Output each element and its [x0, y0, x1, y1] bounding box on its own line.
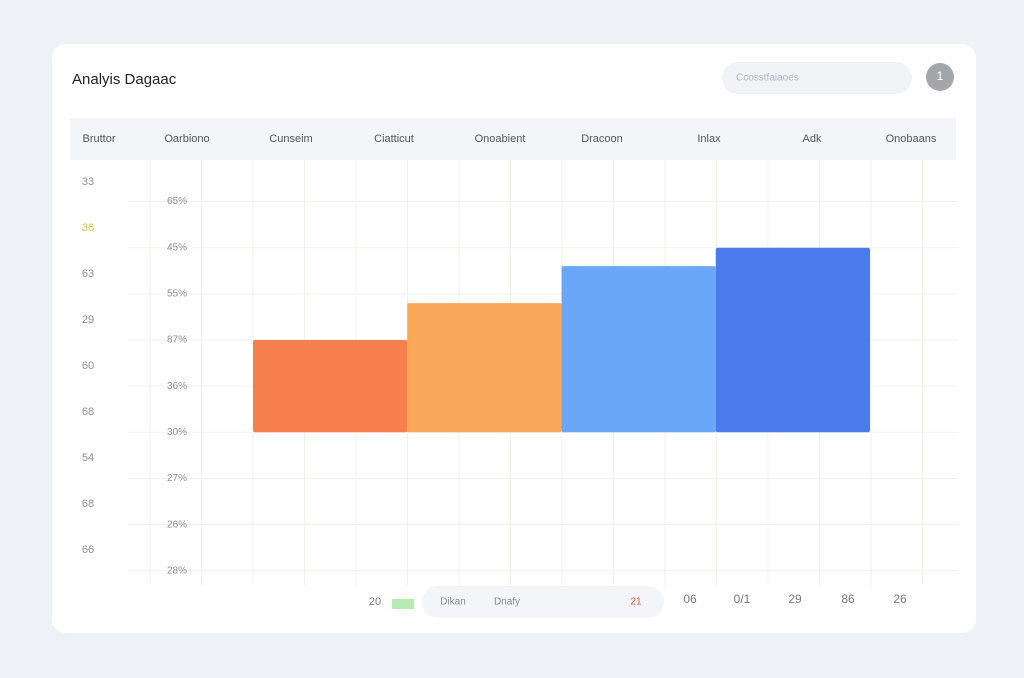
column-header: Adk: [803, 133, 822, 145]
column-header: Ciatticut: [374, 133, 414, 145]
footer-pill: [422, 586, 664, 618]
column-header: Cunseim: [269, 133, 312, 145]
y-tick-label: 27%: [167, 473, 187, 484]
bar: [253, 340, 408, 433]
column-header: Inlax: [697, 133, 721, 145]
row-label: 54: [82, 452, 94, 464]
avatar[interactable]: [926, 63, 954, 91]
search-box[interactable]: [722, 62, 912, 94]
column-header: Dracoon: [581, 133, 623, 145]
y-tick-label: 30%: [167, 427, 187, 438]
page-title: Analyis Dagaac: [72, 71, 177, 88]
pill-label: 21: [630, 597, 642, 608]
row-label: 29: [82, 314, 94, 326]
row-label: 63: [82, 268, 94, 280]
row-label: 68: [82, 498, 94, 510]
y-tick-label: 65%: [167, 196, 187, 207]
y-tick-label: 45%: [167, 242, 187, 253]
pill-label: Dnafy: [494, 597, 520, 608]
y-tick-label: 55%: [167, 288, 187, 299]
footer-value: 0/1: [734, 592, 751, 606]
avatar-label: 1: [937, 69, 944, 83]
row-label: 60: [82, 360, 94, 372]
footer-value: 29: [788, 592, 802, 606]
pill-label: Dikan: [440, 597, 466, 608]
y-tick-label: 36%: [167, 381, 187, 392]
search-placeholder: Ccosstfaiaoes: [736, 73, 799, 84]
y-tick-label: 28%: [167, 565, 187, 576]
bar: [715, 247, 870, 433]
column-header: Onobaans: [886, 133, 937, 145]
row-label: 68: [82, 406, 94, 418]
footer-value: 26: [893, 592, 907, 606]
bar: [561, 266, 716, 433]
footer-value: 06: [683, 592, 697, 606]
footer-value: 86: [841, 592, 855, 606]
bar: [407, 303, 562, 433]
header-row: [70, 118, 956, 160]
row-label: 66: [82, 544, 94, 556]
footer-label: 20: [369, 596, 381, 608]
status-badge: [392, 599, 414, 609]
y-tick-label: 87%: [167, 335, 187, 346]
column-header: Oarbiono: [164, 133, 209, 145]
column-header: Onoabient: [475, 133, 526, 145]
row-label: 36: [82, 222, 94, 234]
y-tick-label: 26%: [167, 519, 187, 530]
column-header: Bruttor: [82, 133, 115, 145]
row-label: 33: [82, 176, 94, 188]
